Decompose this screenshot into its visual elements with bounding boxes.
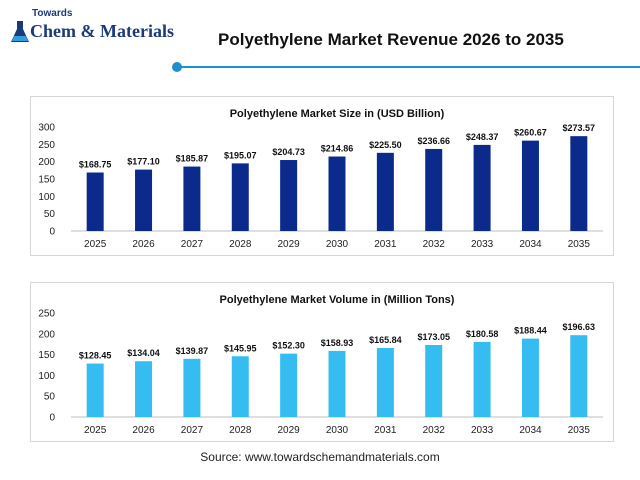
data-label: $188.44 <box>514 326 547 336</box>
data-label: $139.87 <box>176 346 209 356</box>
y-tick-label: 50 <box>44 209 56 220</box>
title-divider <box>178 66 640 68</box>
data-label: $165.84 <box>369 335 402 345</box>
y-tick-label: 250 <box>38 309 55 320</box>
y-tick-label: 0 <box>49 227 55 238</box>
data-label: $180.58 <box>466 329 499 339</box>
data-label: $134.04 <box>127 348 160 358</box>
data-label: $195.07 <box>224 150 257 160</box>
bar-2028 <box>231 163 249 231</box>
y-tick-label: 250 <box>38 140 55 151</box>
bar-2035 <box>570 136 588 231</box>
logo-main-text: Chem & Materials <box>30 21 174 41</box>
data-label: $128.45 <box>79 351 112 361</box>
divider-dot <box>172 62 182 72</box>
data-label: $260.67 <box>514 128 547 138</box>
x-tick-label: 2025 <box>84 239 107 250</box>
data-label: $236.66 <box>417 136 450 146</box>
x-tick-label: 2030 <box>326 239 349 250</box>
data-label: $158.93 <box>321 338 354 348</box>
data-label: $185.87 <box>176 154 209 164</box>
chart-title: Polyethylene Market Size in (USD Billion… <box>230 108 445 120</box>
bar-2032 <box>425 148 443 231</box>
x-tick-label: 2033 <box>471 425 494 436</box>
bar-2034 <box>521 338 539 417</box>
x-tick-label: 2030 <box>326 425 349 436</box>
y-tick-label: 100 <box>38 192 55 203</box>
brand-logo: Towards Chem & Materials <box>10 6 185 56</box>
data-label: $196.63 <box>563 322 596 332</box>
y-tick-label: 150 <box>38 175 55 186</box>
page-title: Polyethylene Market Revenue 2026 to 2035 <box>218 30 564 49</box>
bar-2031 <box>376 152 394 231</box>
x-tick-label: 2032 <box>423 425 446 436</box>
data-label: $273.57 <box>563 123 596 133</box>
data-label: $225.50 <box>369 140 402 150</box>
bar-2028 <box>231 356 249 417</box>
data-label: $145.95 <box>224 343 257 353</box>
data-label: $248.37 <box>466 132 499 142</box>
market-size-chart: Polyethylene Market Size in (USD Billion… <box>38 108 603 250</box>
market-volume-chart: Polyethylene Market Volume in (Million T… <box>38 294 603 436</box>
bar-2027 <box>183 166 201 231</box>
data-label: $152.30 <box>272 341 305 351</box>
y-tick-label: 150 <box>38 350 55 361</box>
x-tick-label: 2026 <box>132 425 155 436</box>
logo-small-text: Towards <box>32 8 73 19</box>
x-tick-label: 2034 <box>519 239 542 250</box>
x-tick-label: 2035 <box>568 425 591 436</box>
bar-2033 <box>473 341 491 417</box>
bar-2026 <box>135 169 153 231</box>
x-tick-label: 2033 <box>471 239 494 250</box>
x-tick-label: 2029 <box>278 239 301 250</box>
data-label: $204.73 <box>272 147 305 157</box>
market-size-chart-panel: Polyethylene Market Size in (USD Billion… <box>30 96 614 256</box>
x-tick-label: 2034 <box>519 425 542 436</box>
market-volume-chart-panel: Polyethylene Market Volume in (Million T… <box>30 282 614 442</box>
x-tick-label: 2029 <box>278 425 301 436</box>
bar-2030 <box>328 156 346 231</box>
bar-2030 <box>328 350 346 417</box>
y-tick-label: 50 <box>44 392 56 403</box>
bar-2026 <box>135 361 153 417</box>
bar-2025 <box>86 172 104 231</box>
data-label: $177.10 <box>127 157 160 167</box>
x-tick-label: 2026 <box>132 239 155 250</box>
x-tick-label: 2031 <box>374 239 397 250</box>
x-tick-label: 2025 <box>84 425 107 436</box>
data-label: $168.75 <box>79 160 112 170</box>
y-tick-label: 300 <box>38 123 55 134</box>
flask-icon <box>11 21 29 42</box>
data-label: $173.05 <box>417 332 450 342</box>
x-tick-label: 2035 <box>568 239 591 250</box>
y-tick-label: 200 <box>38 329 55 340</box>
bar-2035 <box>570 335 588 417</box>
y-tick-label: 0 <box>49 413 55 424</box>
chart-title: Polyethylene Market Volume in (Million T… <box>220 294 455 306</box>
x-tick-label: 2031 <box>374 425 397 436</box>
bar-2032 <box>425 345 443 417</box>
x-tick-label: 2028 <box>229 239 252 250</box>
bar-2034 <box>521 140 539 231</box>
bar-2025 <box>86 363 104 417</box>
y-tick-label: 200 <box>38 157 55 168</box>
bar-2029 <box>280 160 298 231</box>
bar-2027 <box>183 358 201 417</box>
source-note: Source: www.towardschemandmaterials.com <box>200 450 440 464</box>
x-tick-label: 2028 <box>229 425 252 436</box>
data-label: $214.86 <box>321 144 354 154</box>
x-tick-label: 2027 <box>181 425 204 436</box>
x-tick-label: 2032 <box>423 239 446 250</box>
y-tick-label: 100 <box>38 371 55 382</box>
bar-2031 <box>376 348 394 417</box>
x-tick-label: 2027 <box>181 239 204 250</box>
bar-2033 <box>473 144 491 231</box>
bar-2029 <box>280 353 298 417</box>
